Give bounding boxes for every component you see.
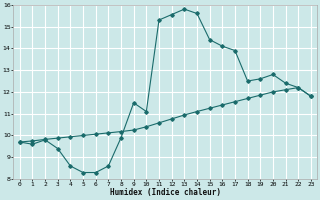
X-axis label: Humidex (Indice chaleur): Humidex (Indice chaleur) xyxy=(110,188,221,197)
